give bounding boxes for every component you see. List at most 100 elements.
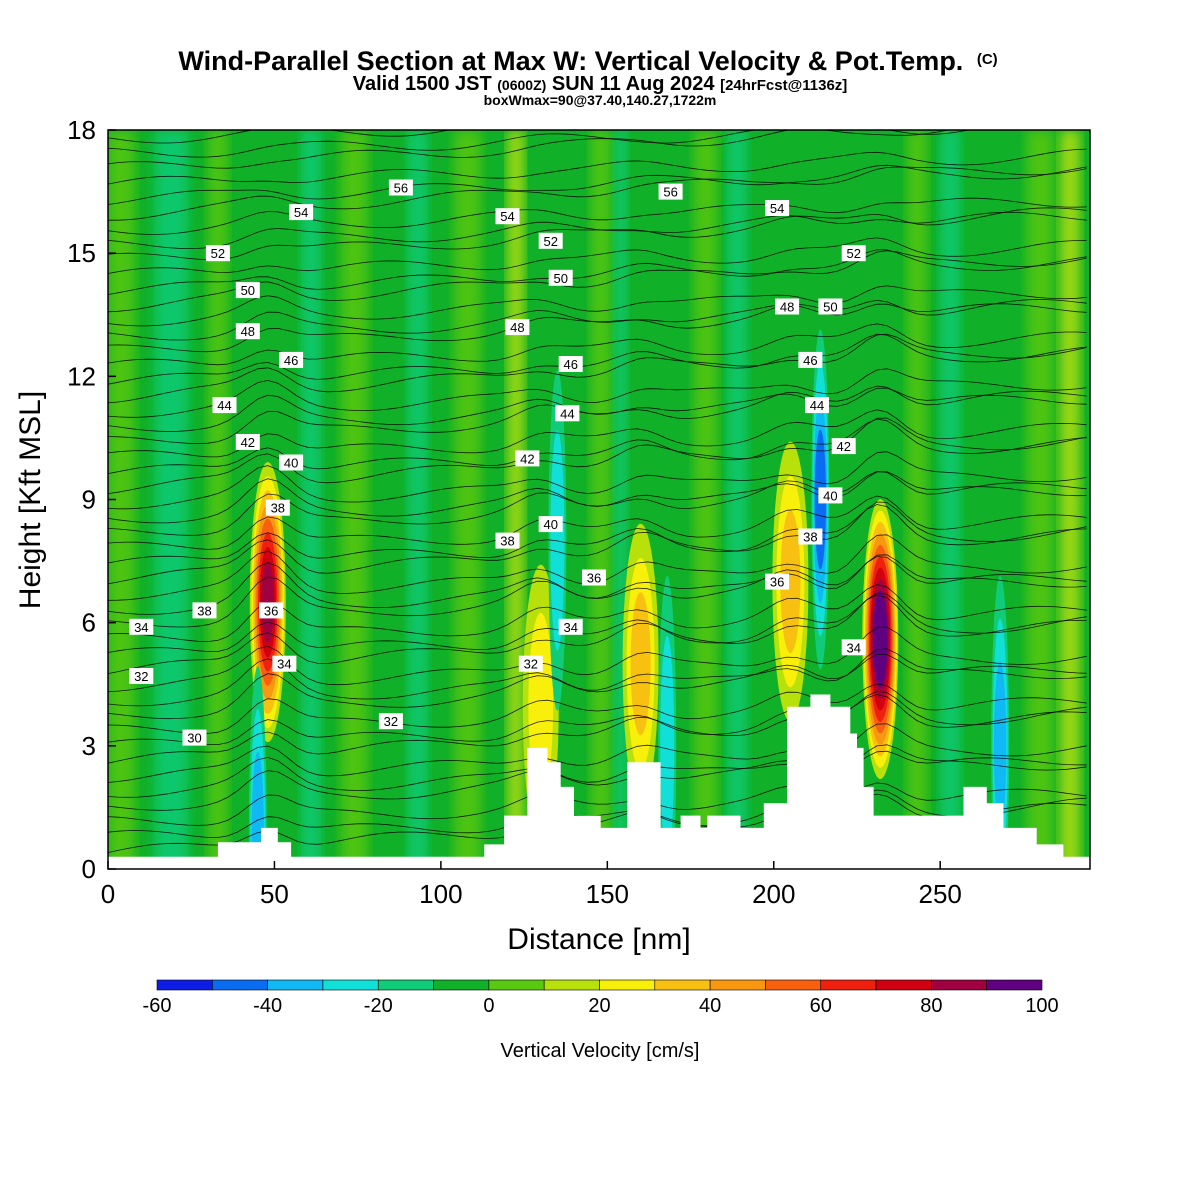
theta-contour-line [108,130,951,158]
theta-contour-label: 52 [538,232,563,249]
downdraft-contour [251,751,264,869]
theta-contour-line [108,197,1087,235]
field-band [940,130,961,869]
theta-contour-line [108,504,1087,564]
field-band [906,130,927,869]
theta-contour-line [108,211,1087,250]
theta-contour-line [108,418,1087,474]
contour-label-text: 36 [770,575,784,590]
theta-contour-line [108,387,1087,432]
updraft-contour [630,592,651,736]
theta-contour-line [108,501,1087,585]
field-band [507,130,525,869]
contour-label-text: 46 [803,353,817,368]
theta-contour-line [108,594,1087,653]
contour-label-box [515,450,540,467]
contour-label-box [775,298,800,315]
theta-contour-line [108,148,1087,185]
colorbar-tick-label: 100 [1025,995,1058,1017]
theta-contour-label: 46 [798,351,823,368]
colorbar-swatch [654,979,711,991]
contour-label-box [378,713,403,730]
colorbar-swatch [156,979,213,991]
theta-contour-label: 50 [818,298,843,315]
contour-label-text: 50 [553,271,567,286]
contour-label-box [518,655,543,672]
theta-contour-line [108,303,1087,341]
contour-label-text: 52 [846,246,860,261]
contour-label-text: 54 [500,209,514,224]
contour-label-box [841,639,866,656]
x-tick-label: 100 [419,879,462,909]
field-band [1060,130,1081,869]
colorbar-swatch [488,979,545,991]
theta-contour-label: 38 [192,602,217,619]
contour-label-text: 44 [217,398,231,413]
x-tick-label: 0 [101,879,115,909]
y-tick-label: 18 [67,115,96,145]
theta-contour-label: 48 [775,298,800,315]
colorbar-tick-label: 80 [920,995,942,1017]
contour-label-box [235,323,260,340]
theta-contour-line [108,417,1087,494]
field-band [207,130,228,869]
contour-label-box [558,618,583,635]
terrain-profile [108,694,1090,869]
contour-label-box [658,183,683,200]
colorbar-swatch [875,979,932,991]
downdraft-contour [660,635,675,856]
x-axis: 0 50 100 150 200 250 [101,861,962,909]
colorbar-swatch [377,979,434,991]
colorbar-swatch [820,979,877,991]
theta-contour-label: 42 [831,438,856,455]
theta-contour-label: 46 [558,356,583,372]
contour-label-box [495,532,520,549]
contour-label-text: 32 [524,657,538,672]
theta-contour-line [108,694,1087,745]
contour-label-box [805,397,829,414]
theta-contour-label: 44 [805,397,829,414]
theta-contour-label: 40 [818,487,843,504]
field-band [454,130,481,869]
colorbar-swatch [765,979,822,991]
theta-contour-line [108,653,1087,720]
theta-contour-label: 38 [265,499,290,516]
colorbar-swatch [709,979,766,991]
contour-label-text: 38 [197,603,211,618]
theta-contour-line [108,368,1087,418]
contour-label-text: 50 [823,300,837,315]
theta-contour-label: 38 [495,532,520,549]
x-tick-label: 50 [260,879,289,909]
contour-label-text: 44 [810,398,824,413]
theta-contour-line [108,592,1087,674]
contour-label-text: 46 [284,353,298,368]
contour-label-text: 56 [663,185,677,200]
colorbar-swatch [433,979,490,991]
colorbar-tick-label: 40 [699,995,721,1017]
theta-contour-line [108,250,1087,313]
x-tick-label: 200 [752,879,795,909]
y-axis-label: Height [Kft MSL] [14,391,47,609]
theta-contour-label: 36 [259,602,284,619]
contour-label-box [538,232,563,249]
theta-contour-line [108,285,1087,327]
field-band [301,130,322,869]
x-tick-label: 250 [919,879,962,909]
theta-contour-line [108,750,1087,811]
theta-contour-line [108,744,1087,798]
theta-contour-label: 54 [289,204,314,221]
theta-contour-label: 50 [548,269,573,286]
theta-contour-line [108,166,1087,221]
contour-label-box [272,655,297,672]
theta-contour-line [108,409,1087,458]
theta-contour-label: 32 [518,655,543,672]
theta-contour-label: 36 [582,569,606,586]
theta-contour-label: 48 [235,323,260,340]
contour-label-box [798,351,823,368]
theta-contour-line [108,471,1087,524]
theta-contour-label: 36 [765,573,790,590]
contour-label-box [798,528,823,545]
theta-contour-line [108,495,1087,550]
colorbar-swatch [212,979,268,991]
